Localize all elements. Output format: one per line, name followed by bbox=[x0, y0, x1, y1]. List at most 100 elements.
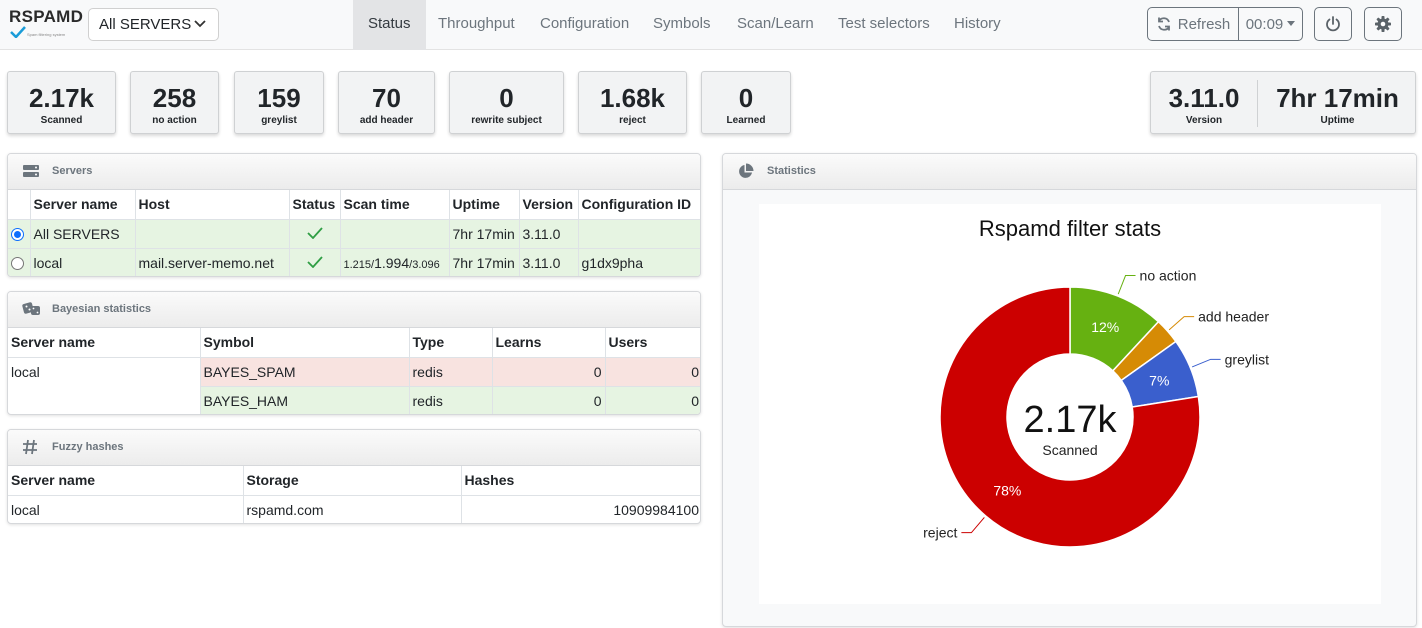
slice-category-label: add header bbox=[1198, 309, 1269, 325]
bayes-table: Server name Symbol Type Learns Users loc… bbox=[8, 328, 700, 414]
refresh-icon bbox=[1157, 17, 1170, 31]
stat-label: Scanned bbox=[40, 115, 83, 126]
tab-status[interactable]: Status bbox=[353, 0, 426, 50]
server-radio-cell bbox=[8, 248, 31, 276]
navbar: RSPAMD Spam filtering system All SERVERS… bbox=[0, 0, 1422, 50]
stat-reject: 1.68k reject bbox=[578, 71, 687, 134]
column-header[interactable]: Status bbox=[289, 190, 341, 220]
tab-throughput[interactable]: Throughput bbox=[438, 15, 515, 32]
power-icon bbox=[1326, 16, 1340, 32]
column-header[interactable]: Server name bbox=[8, 328, 201, 358]
column-header[interactable]: Scan time bbox=[340, 190, 450, 220]
stat-value: 159 bbox=[257, 83, 301, 113]
server-radio-all[interactable] bbox=[11, 227, 24, 241]
column-header[interactable]: Learns bbox=[492, 328, 606, 358]
stat-label: rewrite subject bbox=[471, 115, 542, 126]
table-row: BAYES_HAM redis 0 0 bbox=[8, 386, 700, 414]
bayes-card: Bayesian statistics Server name Symbol T… bbox=[7, 291, 701, 415]
stat-value: 70 bbox=[372, 83, 401, 113]
column-header[interactable]: Server name bbox=[8, 466, 244, 496]
bayes-type: redis bbox=[409, 386, 493, 414]
column-header[interactable]: Storage bbox=[243, 466, 462, 496]
refresh-label: Refresh bbox=[1177, 15, 1231, 33]
stat-label: greylist bbox=[261, 115, 297, 126]
refresh-button-group: Refresh 00:09 bbox=[1147, 7, 1303, 41]
bayes-card-header[interactable]: Bayesian statistics bbox=[8, 292, 700, 328]
table-row: All SERVERS 7hr 17min 3.11.0 bbox=[8, 219, 700, 249]
scan-time bbox=[340, 219, 450, 249]
uptime-label: Uptime bbox=[1320, 115, 1355, 126]
fuzzy-server: local bbox=[8, 495, 244, 523]
status-cell bbox=[289, 248, 341, 276]
settings-button[interactable] bbox=[1364, 7, 1402, 41]
tab-symbols[interactable]: Symbols bbox=[653, 15, 711, 32]
gear-icon bbox=[1375, 16, 1391, 32]
table-row: local BAYES_SPAM redis 0 0 bbox=[8, 357, 700, 414]
stat-label: Learned bbox=[726, 115, 766, 126]
stat-label: no action bbox=[152, 115, 197, 126]
column-header[interactable]: Uptime bbox=[449, 190, 520, 220]
column-header[interactable]: Hashes bbox=[461, 466, 700, 496]
stat-scanned: 2.17k Scanned bbox=[7, 71, 116, 134]
bayes-users: 0 bbox=[605, 357, 700, 387]
scan-time-min: 1.215/ bbox=[343, 258, 375, 271]
refresh-interval-dropdown[interactable]: 00:09 bbox=[1239, 8, 1302, 40]
chart-center-value: 2.17k bbox=[1024, 399, 1118, 441]
server-radio-local[interactable] bbox=[11, 256, 24, 270]
table-header-row: Server name Storage Hashes bbox=[8, 466, 700, 496]
logo-text: RSPAMD bbox=[9, 7, 84, 26]
table-header-row: Server name Host Status Scan time Uptime… bbox=[8, 190, 700, 220]
fuzzy-table: Server name Storage Hashes local rspamd.… bbox=[8, 466, 700, 523]
fuzzy-card-header[interactable]: Fuzzy hashes bbox=[8, 430, 700, 466]
server-selector-value: All SERVERS bbox=[99, 16, 192, 33]
stat-no-action: 258 no action bbox=[130, 71, 219, 134]
server-uptime: 7hr 17min bbox=[449, 219, 520, 249]
servers-card-header[interactable]: Servers bbox=[8, 154, 700, 190]
dice-icon bbox=[22, 302, 40, 315]
tab-configuration[interactable]: Configuration bbox=[540, 15, 630, 32]
column-header[interactable]: Server name bbox=[30, 190, 136, 220]
tab-test-selectors[interactable]: Test selectors bbox=[838, 15, 930, 32]
disconnect-button[interactable] bbox=[1314, 7, 1352, 41]
column-header[interactable]: Symbol bbox=[200, 328, 410, 358]
column-header[interactable]: Users bbox=[605, 328, 700, 358]
uptime-value: 7hr 17min bbox=[1276, 83, 1399, 113]
servers-card: Servers Server name Host Status Scan tim… bbox=[7, 153, 701, 277]
config-id bbox=[578, 219, 700, 249]
statistics-card-title: Statistics bbox=[767, 165, 816, 177]
donut-chart: Rspamd filter stats 12% no action add head… bbox=[923, 216, 1269, 548]
server-selector[interactable]: All SERVERS bbox=[88, 8, 219, 41]
stat-value: 258 bbox=[152, 83, 197, 113]
version-value: 3.11.0 bbox=[1168, 83, 1240, 113]
statistics-card-header[interactable]: Statistics bbox=[723, 154, 1416, 190]
server-version: 3.11.0 bbox=[519, 248, 579, 276]
fuzzy-card: Fuzzy hashes Server name Storage Hashes … bbox=[7, 429, 701, 524]
chevron-down-icon bbox=[194, 20, 206, 28]
column-header[interactable]: Host bbox=[135, 190, 290, 220]
servers-table: Server name Host Status Scan time Uptime… bbox=[8, 190, 700, 276]
slice-percent-label: 12% bbox=[1091, 319, 1119, 335]
pie-slice-reject[interactable] bbox=[939, 286, 1201, 548]
check-icon bbox=[306, 255, 323, 268]
chart-center-label: Scanned bbox=[1042, 442, 1097, 458]
table-row: local rspamd.com 10909984100 bbox=[8, 495, 700, 523]
refresh-button[interactable]: Refresh bbox=[1148, 8, 1239, 40]
column-header[interactable]: Configuration ID bbox=[578, 190, 700, 220]
server-version: 3.11.0 bbox=[519, 219, 579, 249]
tab-scan-learn[interactable]: Scan/Learn bbox=[737, 15, 814, 32]
statistics-card: Statistics Rspamd filter stats 12% no act… bbox=[722, 153, 1417, 627]
timer-value: 00:09 bbox=[1245, 15, 1284, 33]
table-header-row: Server name Symbol Type Learns Users bbox=[8, 328, 700, 358]
tab-history[interactable]: History bbox=[954, 15, 1001, 32]
check-icon bbox=[306, 226, 323, 239]
column-header[interactable]: Type bbox=[409, 328, 493, 358]
stat-rewrite-subject: 0 rewrite subject bbox=[449, 71, 564, 134]
scan-time: 1.215/1.994/3.096 bbox=[340, 248, 450, 276]
stat-label: add header bbox=[359, 115, 414, 126]
slice-leader-line bbox=[961, 517, 985, 534]
rspamd-logo[interactable]: RSPAMD Spam filtering system bbox=[9, 6, 83, 46]
bayes-learns: 0 bbox=[492, 357, 606, 387]
version-uptime-widget: 3.11.0 Version 7hr 17min Uptime bbox=[1150, 71, 1416, 134]
column-header[interactable]: Version bbox=[519, 190, 579, 220]
server-host: mail.server-memo.net bbox=[135, 248, 290, 276]
